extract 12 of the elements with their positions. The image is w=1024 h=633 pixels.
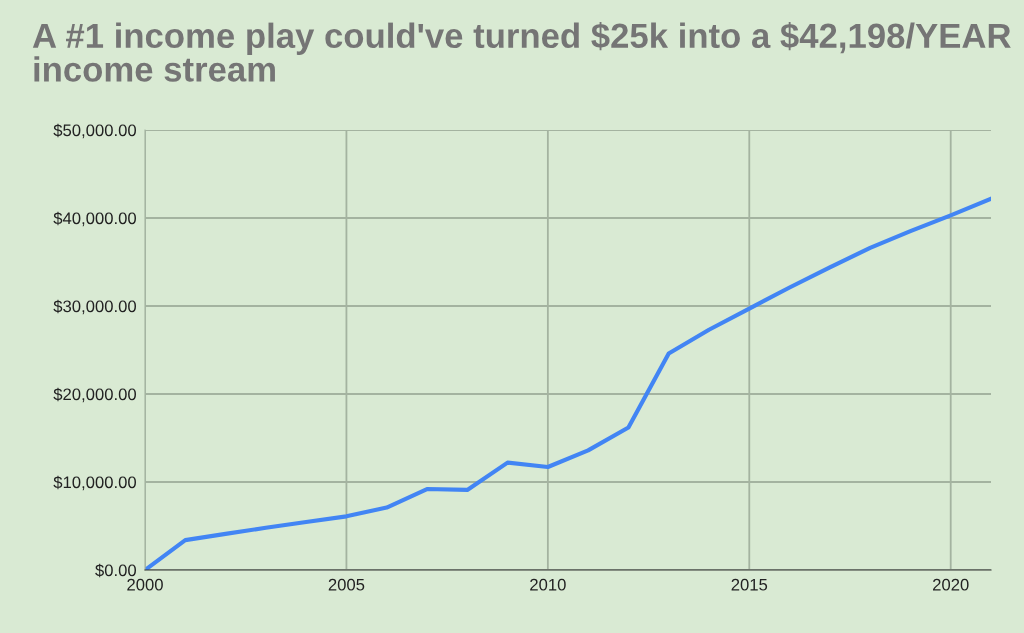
x-tick-label: 2015 [731,578,768,591]
chart-title: A #1 income play could've turned $25k into a $42,198/YEAR income stream [32,22,1011,82]
x-tick-label: 2005 [328,578,365,591]
y-tick-label: $20,000.00 [53,387,137,403]
y-tick-label: $30,000.00 [53,299,137,315]
y-tick-label: $0.00 [95,563,137,578]
x-tick-label: 2010 [530,578,566,591]
y-tick-label: $10,000.00 [53,475,137,491]
y-tick-label: $50,000.00 [53,123,137,139]
x-tick-label: 2020 [933,578,969,591]
y-tick-label: $40,000.00 [53,211,137,227]
x-tick-label: 2000 [127,578,163,591]
